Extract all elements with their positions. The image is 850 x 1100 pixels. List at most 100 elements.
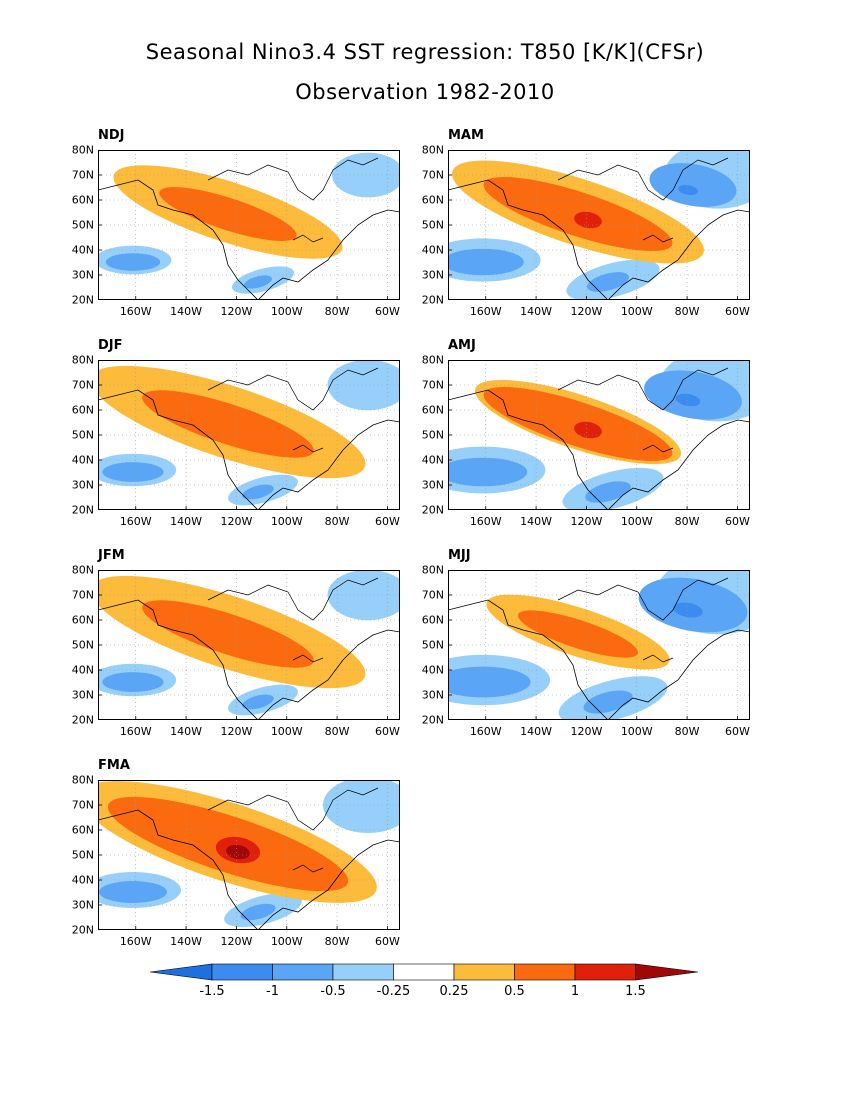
lon-label: 80W	[674, 725, 700, 738]
lat-label: 70N	[421, 588, 444, 602]
lat-label: 50N	[421, 218, 444, 232]
lon-label: 100W	[270, 725, 303, 738]
lat-label: 20N	[71, 923, 94, 937]
lat-label: 60N	[71, 613, 94, 627]
latitude-labels: 80N 70N 60N 50N 40N 30N 20N	[408, 144, 444, 307]
lon-label: 120W	[570, 515, 603, 528]
colorbar-label: 0.5	[504, 984, 525, 999]
colorbar-label: 1.5	[625, 984, 646, 999]
lon-label: 120W	[570, 725, 603, 738]
colorbar-segment	[514, 963, 576, 981]
lon-label: 140W	[170, 305, 203, 318]
lon-label: 60W	[374, 935, 400, 948]
regression-map	[98, 360, 400, 510]
lat-label: 30N	[421, 478, 444, 492]
lat-label: 20N	[421, 713, 444, 727]
lon-label: 140W	[170, 935, 203, 948]
lon-label: 80W	[324, 935, 350, 948]
regression-map	[98, 780, 400, 930]
lat-label: 40N	[421, 453, 444, 467]
lat-label: 20N	[421, 503, 444, 517]
lat-label: 80N	[421, 353, 444, 367]
longitude-labels: 160W 140W 120W 100W 80W 60W	[98, 515, 400, 529]
lon-label: 140W	[170, 515, 203, 528]
lat-label: 60N	[71, 823, 94, 837]
latitude-labels: 80N 70N 60N 50N 40N 30N 20N	[58, 144, 94, 307]
longitude-labels: 160W 140W 120W 100W 80W 60W	[98, 935, 400, 949]
colorbar-label: 1	[570, 984, 580, 999]
latitude-labels: 80N 70N 60N 50N 40N 30N 20N	[408, 564, 444, 727]
longitude-labels: 160W 140W 120W 100W 80W 60W	[98, 725, 400, 739]
colorbar-segment	[211, 963, 273, 981]
lat-label: 30N	[71, 688, 94, 702]
lon-label: 80W	[674, 515, 700, 528]
figure-subtitle: Observation 1982-2010	[295, 80, 555, 104]
colorbar-label: -0.5	[320, 984, 346, 999]
map-panel-fma: FMA 80N 70N 60N 50N 40N 30N 20N 160W 140W 120W 100W…	[72, 758, 400, 948]
lon-label: 120W	[220, 305, 253, 318]
regression-map	[448, 570, 750, 720]
figure-title: Seasonal Nino3.4 SST regression: T850 [K…	[145, 40, 705, 64]
lon-label: 100W	[620, 725, 653, 738]
lon-label: 60W	[724, 725, 750, 738]
lat-label: 60N	[71, 403, 94, 417]
lat-label: 60N	[421, 403, 444, 417]
colorbar-segment	[453, 963, 515, 981]
lon-label: 80W	[324, 725, 350, 738]
lat-label: 50N	[421, 428, 444, 442]
lat-label: 50N	[71, 428, 94, 442]
latitude-labels: 80N 70N 60N 50N 40N 30N 20N	[408, 354, 444, 517]
lat-label: 30N	[71, 268, 94, 282]
regression-map	[448, 150, 750, 300]
colorbar-label: -1	[266, 984, 279, 999]
lat-label: 40N	[421, 243, 444, 257]
colorbar-segment	[574, 963, 636, 981]
colorbar-label: -0.25	[376, 984, 411, 999]
lat-label: 20N	[71, 293, 94, 307]
panel-label: MJJ	[448, 548, 471, 563]
lat-label: 30N	[421, 688, 444, 702]
lat-label: 60N	[421, 613, 444, 627]
lat-label: 80N	[421, 143, 444, 157]
lat-label: 80N	[71, 143, 94, 157]
longitude-labels: 160W 140W 120W 100W 80W 60W	[448, 305, 750, 319]
lon-label: 140W	[520, 305, 553, 318]
lat-label: 40N	[421, 663, 444, 677]
lon-label: 120W	[220, 935, 253, 948]
lat-label: 50N	[71, 848, 94, 862]
map-panel-jfm: JFM 80N 70N 60N 50N 40N 30N 20N 160W 140W 120W 100W…	[72, 548, 400, 738]
lat-label: 40N	[71, 873, 94, 887]
longitude-labels: 160W 140W 120W 100W 80W 60W	[448, 725, 750, 739]
lon-label: 100W	[270, 515, 303, 528]
lon-label: 80W	[674, 305, 700, 318]
lat-label: 40N	[71, 453, 94, 467]
lat-label: 80N	[421, 563, 444, 577]
panel-label: AMJ	[448, 338, 476, 353]
regression-map	[98, 150, 400, 300]
lon-label: 60W	[374, 305, 400, 318]
panel-label: NDJ	[98, 128, 125, 143]
map-panel-ndj: NDJ 80N 70N 60N 50N 40N 30N 20N 160W 140W 120W 100W…	[72, 128, 400, 318]
map-panel-mjj: MJJ 80N 70N 60N 50N 40N 30N 20N 160W 140W 120W 100W…	[422, 548, 750, 738]
latitude-labels: 80N 70N 60N 50N 40N 30N 20N	[58, 774, 94, 937]
lat-label: 40N	[71, 663, 94, 677]
lat-label: 30N	[421, 268, 444, 282]
lon-label: 160W	[119, 725, 152, 738]
lon-label: 100W	[620, 515, 653, 528]
lat-label: 60N	[421, 193, 444, 207]
lat-label: 50N	[421, 638, 444, 652]
lon-label: 60W	[724, 515, 750, 528]
lon-label: 160W	[469, 305, 502, 318]
longitude-labels: 160W 140W 120W 100W 80W 60W	[98, 305, 400, 319]
map-panel-mam: MAM 80N 70N 60N 50N 40N 30N 20N 160W 140W 120W 100W…	[422, 128, 750, 318]
lat-label: 80N	[71, 563, 94, 577]
latitude-labels: 80N 70N 60N 50N 40N 30N 20N	[58, 564, 94, 727]
lat-label: 50N	[71, 638, 94, 652]
lon-label: 140W	[520, 515, 553, 528]
lat-label: 70N	[71, 168, 94, 182]
lon-label: 160W	[469, 515, 502, 528]
colorbar-segment	[393, 963, 455, 981]
lat-label: 50N	[71, 218, 94, 232]
lon-label: 160W	[119, 515, 152, 528]
longitude-labels: 160W 140W 120W 100W 80W 60W	[448, 515, 750, 529]
